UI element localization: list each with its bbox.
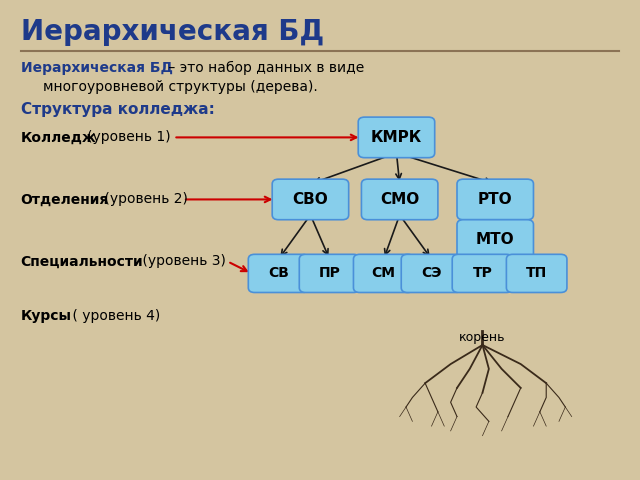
Text: СМ: СМ xyxy=(372,266,396,280)
Text: СЭ: СЭ xyxy=(421,266,442,280)
Text: корень: корень xyxy=(460,331,506,344)
Text: Структура колледжа:: Структура колледжа: xyxy=(20,102,214,117)
Text: (уровень 3): (уровень 3) xyxy=(138,254,227,268)
Text: КМРК: КМРК xyxy=(371,130,422,145)
FancyBboxPatch shape xyxy=(248,254,309,292)
FancyBboxPatch shape xyxy=(452,254,513,292)
Text: Иерархическая БД: Иерархическая БД xyxy=(20,18,324,46)
Text: РТО: РТО xyxy=(478,192,513,207)
Text: СВ: СВ xyxy=(268,266,289,280)
Text: ( уровень 4): ( уровень 4) xyxy=(68,309,161,324)
FancyBboxPatch shape xyxy=(353,254,414,292)
Text: СВО: СВО xyxy=(292,192,328,207)
Text: (уровень 1): (уровень 1) xyxy=(88,131,171,144)
Text: ТП: ТП xyxy=(526,266,547,280)
Text: МТО: МТО xyxy=(476,232,515,248)
Text: Специальности: Специальности xyxy=(20,254,143,268)
FancyBboxPatch shape xyxy=(362,179,438,220)
Text: ТР: ТР xyxy=(472,266,492,280)
Text: Иерархическая БД: Иерархическая БД xyxy=(20,61,173,75)
FancyBboxPatch shape xyxy=(401,254,462,292)
FancyBboxPatch shape xyxy=(272,179,349,220)
Text: Отделения: Отделения xyxy=(20,192,109,206)
Text: Курсы: Курсы xyxy=(20,309,72,324)
Text: (уровень 2): (уровень 2) xyxy=(100,192,188,206)
FancyBboxPatch shape xyxy=(358,117,435,157)
FancyBboxPatch shape xyxy=(457,220,534,260)
FancyBboxPatch shape xyxy=(300,254,360,292)
Text: многоуровневой структуры (дерева).: многоуровневой структуры (дерева). xyxy=(43,80,317,94)
Text: СМО: СМО xyxy=(380,192,419,207)
FancyBboxPatch shape xyxy=(506,254,567,292)
Text: ПР: ПР xyxy=(319,266,340,280)
Text: Колледж: Колледж xyxy=(20,131,96,144)
Text: – это набор данных в виде: – это набор данных в виде xyxy=(164,61,364,75)
FancyBboxPatch shape xyxy=(457,179,534,220)
